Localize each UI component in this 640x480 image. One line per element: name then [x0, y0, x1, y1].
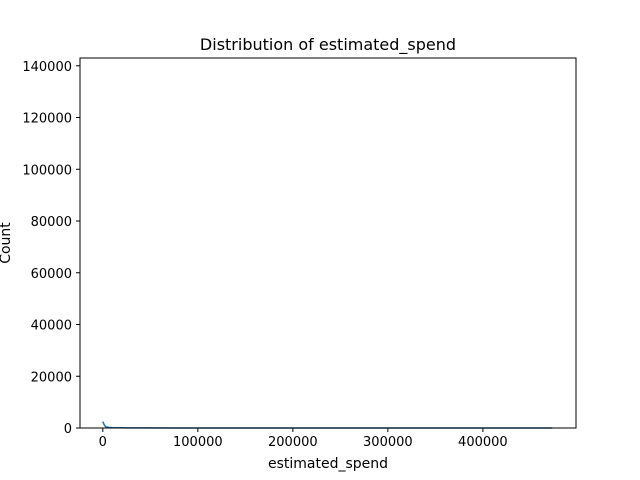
- x-axis-label: estimated_spend: [268, 456, 388, 472]
- y-tick-label: 140000: [22, 60, 72, 75]
- y-tick-label: 120000: [22, 112, 72, 127]
- chart-title: Distribution of estimated_spend: [200, 35, 456, 55]
- kde-line: [102, 421, 553, 429]
- x-tick-label: 200000: [268, 435, 318, 450]
- x-tick-label: 0: [99, 435, 107, 450]
- y-tick-label: 100000: [22, 163, 72, 178]
- x-tick-label: 100000: [173, 435, 223, 450]
- y-tick-label: 60000: [31, 267, 72, 282]
- x-ticks: 0 100000 200000 300000 400000: [99, 428, 508, 450]
- x-tick-label: 400000: [458, 435, 508, 450]
- y-ticks: 0 20000 40000 60000 80000 100000 120000 140000: [22, 60, 80, 437]
- y-tick-label: 80000: [31, 215, 72, 230]
- y-tick-label: 20000: [31, 370, 72, 385]
- x-tick-label: 300000: [363, 435, 413, 450]
- y-tick-label: 0: [64, 422, 72, 437]
- plot-series: [102, 421, 553, 429]
- y-axis-label: Count: [0, 222, 14, 264]
- plot-frame: [79, 57, 577, 429]
- y-tick-label: 40000: [31, 319, 72, 334]
